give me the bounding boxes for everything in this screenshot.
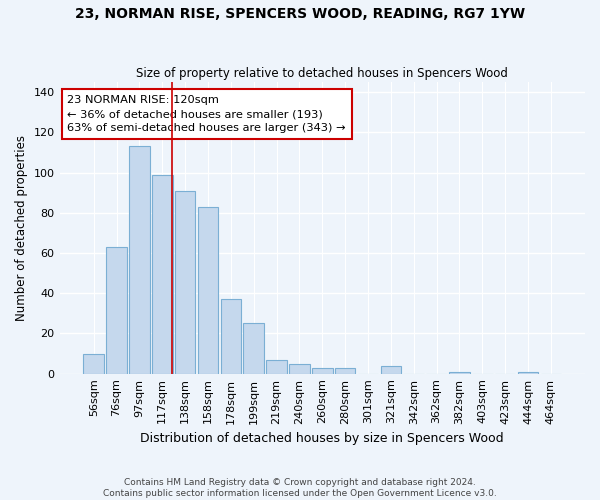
Bar bbox=[198, 207, 218, 374]
Bar bbox=[152, 174, 173, 374]
Y-axis label: Number of detached properties: Number of detached properties bbox=[15, 135, 28, 321]
Bar bbox=[106, 247, 127, 374]
Text: 23, NORMAN RISE, SPENCERS WOOD, READING, RG7 1YW: 23, NORMAN RISE, SPENCERS WOOD, READING,… bbox=[75, 8, 525, 22]
Bar bbox=[449, 372, 470, 374]
X-axis label: Distribution of detached houses by size in Spencers Wood: Distribution of detached houses by size … bbox=[140, 432, 504, 445]
Bar bbox=[335, 368, 355, 374]
Bar bbox=[244, 324, 264, 374]
Text: Contains HM Land Registry data © Crown copyright and database right 2024.
Contai: Contains HM Land Registry data © Crown c… bbox=[103, 478, 497, 498]
Bar bbox=[289, 364, 310, 374]
Bar bbox=[83, 354, 104, 374]
Bar bbox=[129, 146, 150, 374]
Text: 23 NORMAN RISE: 120sqm
← 36% of detached houses are smaller (193)
63% of semi-de: 23 NORMAN RISE: 120sqm ← 36% of detached… bbox=[67, 95, 346, 133]
Bar bbox=[518, 372, 538, 374]
Bar bbox=[312, 368, 332, 374]
Bar bbox=[380, 366, 401, 374]
Title: Size of property relative to detached houses in Spencers Wood: Size of property relative to detached ho… bbox=[136, 66, 508, 80]
Bar bbox=[221, 300, 241, 374]
Bar bbox=[175, 190, 196, 374]
Bar bbox=[266, 360, 287, 374]
